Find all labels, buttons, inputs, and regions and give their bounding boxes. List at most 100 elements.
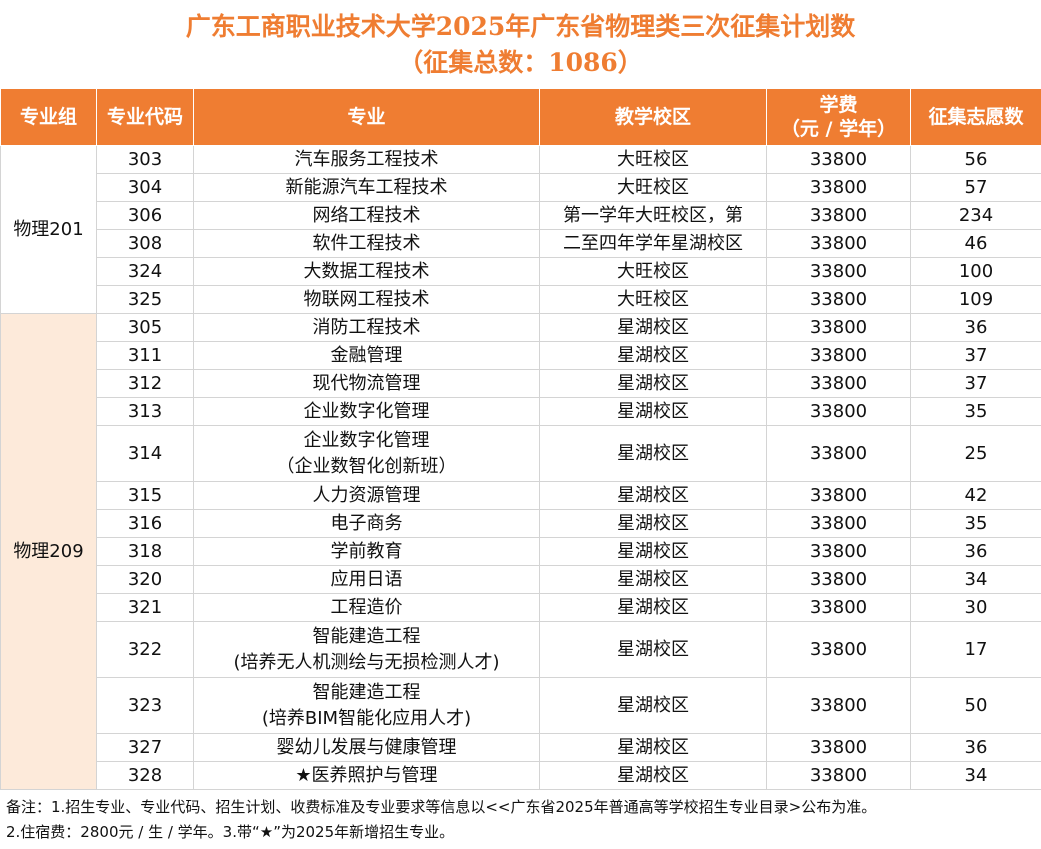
major-code-cell: 327 [96,733,194,762]
tuition-cell: 33800 [766,201,911,230]
major-code-cell: 321 [96,593,194,622]
major-name-line: 新能源汽车工程技术 [285,176,448,198]
campus-cell: 星湖校区 [539,537,767,566]
quota-cell: 56 [910,145,1041,174]
tuition-cell: 33800 [766,369,911,398]
major-name-cell: 智能建造工程 (培养无人机测绘与无损检测人才) [193,621,540,678]
quota-cell: 109 [910,285,1041,314]
campus-cell: 大旺校区 [539,145,767,174]
major-code-cell: 315 [96,481,194,510]
header-fee-line-2: （元 / 学年） [780,118,897,140]
major-name-cell: 物联网工程技术 [193,285,540,314]
quota-cell: 36 [910,733,1041,762]
campus-cell: 星湖校区 [539,369,767,398]
major-name-line: 企业数字化管理 [303,400,430,422]
quota-cell: 37 [910,369,1041,398]
quota-cell: 36 [910,313,1041,342]
major-name-line: 人力资源管理 [312,484,421,506]
footnote: 备注：1.招生专业、专业代码、招生计划、收费标准及专业要求等信息以<<广东省20… [6,795,1036,845]
campus-cell: 星湖校区 [539,509,767,538]
tuition-cell: 33800 [766,145,911,174]
campus-cell: 星湖校区 [539,565,767,594]
campus-cell: 星湖校区 [539,313,767,342]
table-row: 物理201 303 汽车服务工程技术 大旺校区 33800 56 [0,145,1041,314]
quota-cell: 34 [910,761,1041,790]
major-name-line: 物联网工程技术 [303,288,430,310]
major-name-line: (培养无人机测绘与无损检测人才) [233,651,500,673]
major-name-cell: 软件工程技术 [193,229,540,258]
tuition-cell: 33800 [766,593,911,622]
major-name-cell: 金融管理 [193,341,540,370]
major-code-cell: 303 [96,145,194,174]
table-row: 321 工程造价 星湖校区 33800 30 [1,593,1041,622]
campus-cell: 星湖校区 [539,733,767,762]
campus-cell: 星湖校区 [539,677,767,734]
major-name-cell: 现代物流管理 [193,369,540,398]
campus-cell: 大旺校区 [539,285,767,314]
major-name-line: 工程造价 [330,596,403,618]
group-section: 物理201 303 汽车服务工程技术 大旺校区 33800 56 304 新能源汽车工程技术大… [0,145,1041,314]
tuition-cell: 33800 [766,285,911,314]
campus-cell: 二至四年学年星湖校区 [539,229,767,258]
major-name-line: 汽车服务工程技术 [294,148,439,170]
table-row: 325 物联网工程技术 大旺校区 33800 109 [1,285,1041,314]
table-row: 311 金融管理 星湖校区 33800 37 [1,341,1041,370]
table-row: 物理209 305 消防工程技术 星湖校区 33800 36 [0,313,1041,790]
quota-cell: 34 [910,565,1041,594]
footnote-line-1: 备注：1.招生专业、专业代码、招生计划、收费标准及专业要求等信息以<<广东省20… [6,798,877,816]
major-code-cell: 316 [96,509,194,538]
major-name-cell: 智能建造工程 (培养BIM智能化应用人才) [193,677,540,734]
header-major: 专业 [193,88,540,146]
tuition-cell: 33800 [766,257,911,286]
title-line-2: （征集总数：1086） [398,48,643,77]
major-code-cell: 328 [96,761,194,790]
title-line-1: 广东工商职业技术大学2025年广东省物理类三次征集计划数 [185,12,856,41]
table-header-row: 专业组 专业代码 专业 教学校区 学费 （元 / 学年） 征集志愿数 [0,88,1041,146]
tuition-cell: 33800 [766,565,911,594]
major-name-cell: 企业数字化管理 [193,397,540,426]
tuition-cell: 33800 [766,677,911,734]
tuition-cell: 33800 [766,173,911,202]
header-code: 专业代码 [96,88,194,146]
tuition-cell: 33800 [766,509,911,538]
major-code-cell: 306 [96,201,194,230]
major-code-cell: 320 [96,565,194,594]
quota-cell: 57 [910,173,1041,202]
table-row: 327 婴幼儿发展与健康管理 星湖校区 33800 36 [1,733,1041,762]
major-name-line: 网络工程技术 [312,204,421,226]
major-name-line: ★医养照护与管理 [295,764,438,786]
quota-cell: 17 [910,621,1041,678]
quota-cell: 25 [910,425,1041,482]
major-name-line: (培养BIM智能化应用人才) [261,707,472,729]
major-name-line: 电子商务 [330,512,403,534]
major-name-cell: 电子商务 [193,509,540,538]
major-code-cell: 314 [96,425,194,482]
major-name-cell: 汽车服务工程技术 [193,145,540,174]
major-name-line: 智能建造工程 [312,625,421,647]
table-row: 312 现代物流管理 星湖校区 33800 37 [1,369,1041,398]
tuition-cell: 33800 [766,761,911,790]
major-name-line: 消防工程技术 [312,316,421,338]
major-name-cell: 应用日语 [193,565,540,594]
group-name-cell: 物理209 [0,313,97,790]
tuition-cell: 33800 [766,229,911,258]
table-row: 314 企业数字化管理 （企业数智化创新班） 星湖校区 33800 25 [1,425,1041,482]
major-code-cell: 318 [96,537,194,566]
table-row: 324 大数据工程技术 大旺校区 33800 100 [1,257,1041,286]
major-name-line: 金融管理 [330,344,403,366]
group-section: 物理209 305 消防工程技术 星湖校区 33800 36 311 金融管理 星湖校区 3380… [0,313,1041,790]
major-name-cell: 网络工程技术 [193,201,540,230]
quota-cell: 30 [910,593,1041,622]
table-row: 322 智能建造工程 (培养无人机测绘与无损检测人才) 星湖校区 33800 17 [1,621,1041,678]
table-row: 316 电子商务 星湖校区 33800 35 [1,509,1041,538]
footnote-line-2: 2.住宿费：2800元 / 生 / 学年。3.带“★”为2025年新增招生专业。 [6,823,455,841]
tuition-cell: 33800 [766,425,911,482]
major-name-cell: 工程造价 [193,593,540,622]
major-name-cell: 新能源汽车工程技术 [193,173,540,202]
major-name-line: （企业数智化创新班） [276,455,457,477]
campus-cell: 大旺校区 [539,257,767,286]
table-row: 323 智能建造工程 (培养BIM智能化应用人才) 星湖校区 33800 50 [1,677,1041,734]
campus-cell: 大旺校区 [539,173,767,202]
major-name-line: 企业数字化管理 [303,429,430,451]
major-name-cell: 企业数字化管理 （企业数智化创新班） [193,425,540,482]
